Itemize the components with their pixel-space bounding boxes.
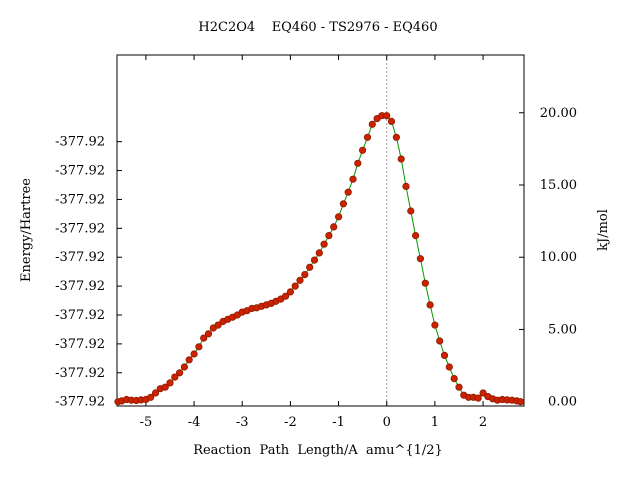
data-point — [171, 373, 179, 381]
x-tick-label: -1 — [332, 415, 345, 430]
data-point — [431, 321, 439, 329]
y-left-tick-label: -377.92 — [55, 395, 105, 410]
data-point — [180, 363, 188, 371]
data-point — [387, 117, 396, 126]
data-point — [151, 389, 160, 397]
y-left-tick-label: -377.92 — [55, 250, 105, 265]
energy-series-points — [114, 112, 525, 406]
data-point — [392, 133, 400, 141]
x-tick-label: -2 — [284, 415, 297, 430]
x-tick-label: -5 — [140, 415, 153, 430]
x-tick-label: -3 — [236, 415, 249, 430]
data-point — [383, 112, 391, 120]
data-point — [358, 146, 367, 154]
data-point — [421, 279, 429, 287]
data-point — [281, 292, 290, 300]
data-point — [407, 207, 415, 215]
y-axis-left-label: Energy/Hartree — [19, 178, 34, 282]
y-axis-right: 0.00 5.00 10.00 15.00 20.00 — [519, 106, 577, 410]
data-point — [195, 343, 203, 351]
x-tick-label: 1 — [431, 415, 439, 430]
data-point — [450, 374, 458, 383]
data-point — [426, 301, 434, 309]
data-point — [397, 155, 405, 163]
data-point — [339, 200, 347, 208]
data-point — [474, 394, 482, 402]
x-tick-label: 0 — [383, 415, 391, 430]
data-point — [445, 363, 453, 371]
y-axis-left: -377.92 -377.92 -377.92 -377.92 -377.92 -377.… — [55, 135, 122, 410]
y-left-tick-label: -377.92 — [55, 192, 105, 207]
data-point — [306, 263, 314, 271]
data-point — [147, 393, 155, 401]
data-point — [411, 232, 420, 240]
y-right-tick-label: 20.00 — [540, 106, 577, 121]
data-point — [479, 389, 487, 397]
x-tick-label: 2 — [479, 415, 487, 430]
data-point — [325, 232, 333, 240]
data-point — [176, 369, 184, 377]
y-left-tick-label: -377.92 — [55, 279, 105, 294]
y-left-tick-label: -377.92 — [55, 221, 105, 236]
data-point — [296, 276, 304, 284]
data-point — [440, 351, 449, 359]
data-point — [315, 249, 323, 257]
y-right-tick-label: 10.00 — [540, 250, 577, 265]
data-point — [334, 213, 343, 221]
y-right-tick-label: 15.00 — [540, 178, 577, 193]
data-point — [402, 182, 410, 190]
chart-title: H2C2O4 EQ460 - TS2976 - EQ460 — [198, 20, 437, 35]
y-left-tick-label: -377.92 — [55, 366, 105, 381]
x-tick-label: -4 — [188, 415, 201, 430]
y-left-tick-label: -377.92 — [55, 337, 105, 352]
data-point — [185, 356, 193, 364]
data-point — [200, 334, 208, 342]
x-axis: -5 -4 -3 -2 -1 0 1 2 — [140, 55, 487, 430]
data-point — [320, 240, 328, 248]
data-point — [516, 398, 525, 406]
data-point — [354, 159, 362, 167]
data-point — [301, 270, 309, 279]
data-point — [363, 133, 372, 141]
data-point — [291, 282, 299, 290]
data-point — [310, 256, 319, 264]
data-point — [166, 379, 174, 387]
data-point — [349, 175, 357, 183]
x-axis-label: Reaction Path Length/A amu^{1/2} — [193, 443, 443, 458]
y-left-tick-label: -377.92 — [55, 135, 105, 150]
data-point — [286, 288, 294, 296]
plot-frame — [116, 54, 525, 407]
y-left-tick-label: -377.92 — [55, 308, 105, 323]
y-left-tick-label: -377.92 — [55, 164, 105, 179]
data-point — [368, 120, 376, 128]
y-right-tick-label: 0.00 — [548, 395, 577, 410]
data-point — [344, 188, 352, 196]
y-right-tick-label: 5.00 — [548, 322, 577, 337]
data-point — [214, 321, 222, 329]
data-point — [190, 350, 198, 358]
y-axis-right-label: kJ/mol — [596, 209, 611, 251]
data-point — [161, 383, 169, 391]
data-point — [330, 223, 338, 231]
data-point — [204, 330, 213, 338]
data-point — [416, 255, 424, 263]
data-point — [436, 337, 444, 345]
data-point — [455, 383, 463, 391]
